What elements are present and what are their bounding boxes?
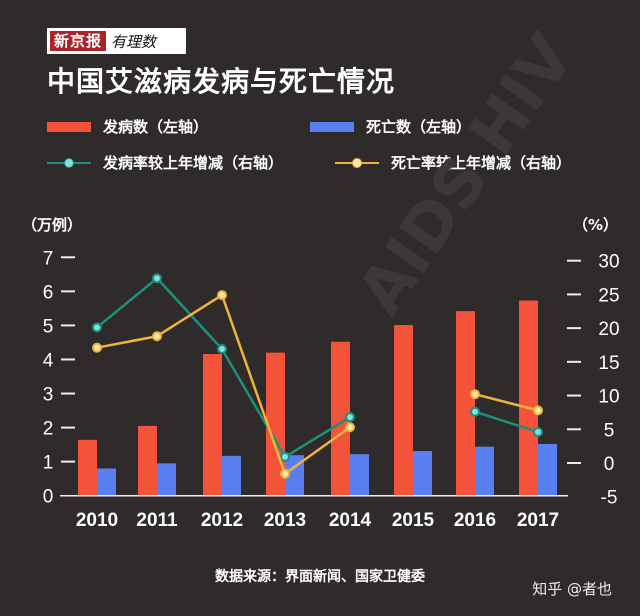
legend-deaths: 死亡数（左轴）	[310, 116, 471, 137]
bar-2016	[456, 311, 475, 496]
line-marker-icon	[470, 389, 480, 400]
chart-title: 中国艾滋病发病与死亡情况	[47, 65, 396, 98]
x-tick-label: 2014	[329, 510, 372, 531]
x-tick-label: 2016	[454, 510, 496, 531]
line-marker-icon	[152, 273, 162, 284]
bar-2012	[222, 455, 241, 496]
legend-label: 发病数（左轴）	[103, 118, 209, 136]
bar-2017	[519, 300, 538, 496]
left-tick-label: 7	[43, 248, 54, 269]
x-tick-label: 2012	[201, 510, 243, 531]
legend-incidence-rate: 发病率较上年增减（右轴）	[47, 152, 283, 173]
line-marker-icon	[92, 342, 102, 353]
right-tick-label: 10	[598, 387, 619, 408]
left-tick-label: 0	[43, 487, 54, 508]
x-tick-label: 2017	[517, 510, 559, 531]
legend-line-marker-icon	[47, 157, 91, 169]
bar-2010	[97, 468, 116, 496]
line-marker-icon	[92, 322, 102, 333]
right-tick-label: 25	[598, 285, 619, 306]
right-tick-label: 0	[604, 454, 615, 475]
right-tick-label: 20	[598, 319, 619, 340]
legend-label: 死亡率较上年增减（右轴）	[391, 154, 572, 172]
bar-2015	[413, 451, 432, 496]
line-marker-icon	[533, 405, 543, 416]
bar-2014	[350, 454, 369, 496]
left-tick-label: 2	[43, 419, 54, 440]
left-tick-label: 5	[43, 316, 54, 337]
data-source: 数据来源：界面新闻、国家卫健委	[215, 569, 425, 585]
bar-2012	[203, 354, 222, 496]
left-tick-label: 1	[43, 453, 54, 474]
line-series	[96, 276, 351, 459]
line-series	[474, 410, 539, 434]
line-marker-icon	[217, 290, 227, 301]
right-tick-label: -5	[601, 488, 618, 509]
x-tick-label: 2010	[76, 510, 118, 531]
line-marker-icon	[280, 451, 290, 462]
line-marker-icon	[280, 468, 290, 479]
legend-bar-swatch-icon	[310, 121, 354, 132]
x-tick-label: 2015	[392, 510, 435, 531]
bar-2016	[475, 446, 494, 496]
legend-death-rate: 死亡率较上年增减（右轴）	[335, 152, 571, 173]
right-axis-unit: （%）	[573, 216, 619, 234]
line-marker-icon	[152, 331, 162, 342]
zhihu-watermark: 知乎 @者也	[532, 580, 612, 598]
line-series	[96, 293, 351, 476]
left-tick-label: 3	[43, 385, 54, 406]
x-tick-label: 2011	[136, 510, 178, 531]
bar-2010	[78, 439, 97, 496]
x-tick-label: 2013	[264, 510, 306, 531]
legend-bar-swatch-icon	[47, 121, 91, 132]
left-axis-unit: （万例）	[22, 216, 83, 234]
bar-2014	[331, 341, 350, 496]
legend-label: 发病率较上年增减（右轴）	[103, 154, 284, 172]
right-tick-label: 5	[604, 420, 615, 441]
right-tick-label: 15	[598, 353, 619, 374]
line-marker-icon	[533, 426, 543, 437]
legend-incidence: 发病数（左轴）	[47, 116, 208, 137]
left-tick-label: 4	[43, 350, 54, 371]
line-marker-icon	[470, 406, 480, 417]
right-tick-label: 30	[598, 252, 619, 273]
logo-column: 有理数	[111, 32, 157, 51]
legend-label: 死亡数（左轴）	[366, 118, 472, 136]
line-marker-icon	[345, 422, 355, 433]
legend-line-marker-icon	[335, 157, 379, 169]
bar-2011	[138, 425, 157, 496]
bar-2015	[394, 325, 413, 496]
line-series	[474, 392, 539, 412]
bar-2011	[157, 463, 176, 496]
bar-2017	[538, 443, 557, 496]
line-marker-icon	[345, 412, 355, 423]
logo-brand: 新京报	[50, 31, 107, 51]
logo: 新京报 有理数	[47, 28, 186, 54]
left-tick-label: 6	[43, 282, 54, 303]
bar-2013	[285, 455, 304, 496]
background-watermark: AIDS HIV	[344, 22, 589, 328]
line-marker-icon	[217, 344, 227, 355]
